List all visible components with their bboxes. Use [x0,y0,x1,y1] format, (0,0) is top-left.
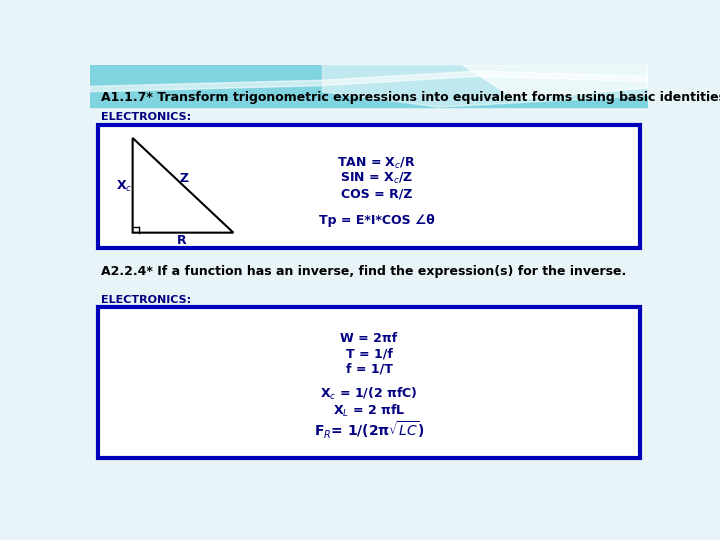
Text: COS = R/Z: COS = R/Z [341,188,413,201]
Text: A1.1.7* Transform trigonometric expressions into equivalent forms using basic id: A1.1.7* Transform trigonometric expressi… [101,91,720,104]
Text: f = 1/T: f = 1/T [346,362,392,375]
Text: SIN = X$_c$/Z: SIN = X$_c$/Z [340,171,413,186]
Text: F$_R$= 1/(2π$\sqrt{LC}$): F$_R$= 1/(2π$\sqrt{LC}$) [314,420,424,441]
Text: X$_c$: X$_c$ [116,179,132,194]
Text: Z: Z [180,172,189,185]
Text: W = 2πf: W = 2πf [341,332,397,345]
Text: X$_L$ = 2 πfL: X$_L$ = 2 πfL [333,403,405,420]
Polygon shape [90,71,648,92]
Bar [98,307,640,457]
Text: T = 1/f: T = 1/f [346,347,392,360]
Text: A2.2.4* If a function has an inverse, find the expression(s) for the inverse.: A2.2.4* If a function has an inverse, fi… [101,265,626,278]
Text: Tp = E*I*COS ∠θ: Tp = E*I*COS ∠θ [319,214,435,227]
Bar [98,125,640,248]
Text: TAN = X$_c$/R: TAN = X$_c$/R [338,156,416,171]
Polygon shape [323,65,648,107]
Text: ELECTRONICS:: ELECTRONICS: [101,295,191,305]
Text: ELECTRONICS:: ELECTRONICS: [101,112,191,122]
Text: X$_c$ = 1/(2 πfC): X$_c$ = 1/(2 πfC) [320,386,418,402]
Bar [90,65,648,107]
Text: R: R [176,234,186,247]
Polygon shape [462,65,648,99]
